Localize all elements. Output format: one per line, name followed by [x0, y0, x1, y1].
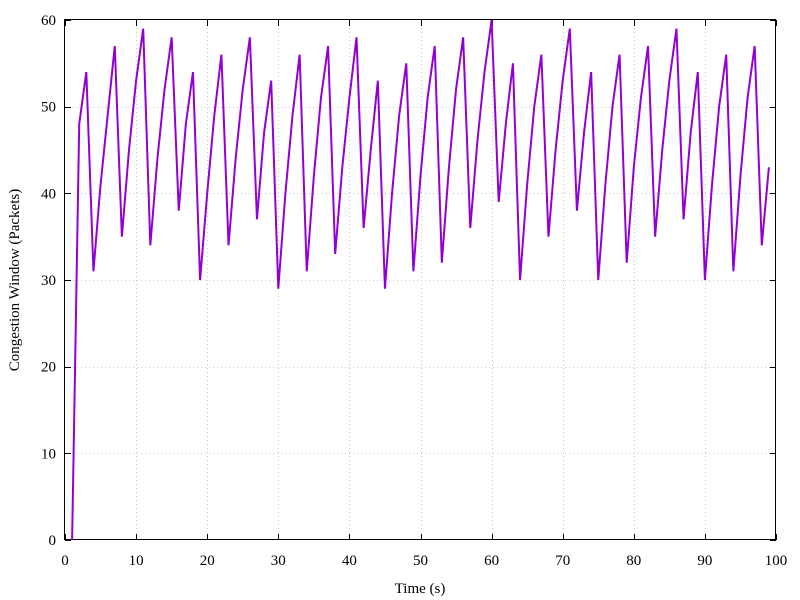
x-tick-label: 30 — [271, 553, 286, 569]
y-tick-label: 30 — [41, 273, 56, 289]
x-axis: 0 10 20 30 40 50 60 70 80 90 100 — [61, 20, 787, 569]
series-layer — [71, 19, 770, 541]
y-tick-label: 40 — [41, 186, 56, 202]
series-line-0 — [71, 19, 770, 541]
grid — [65, 20, 776, 540]
y-tick-label: 10 — [41, 446, 56, 462]
x-tick-label: 50 — [413, 553, 428, 569]
y-axis-label: Congestion Window (Packets) — [7, 189, 23, 371]
x-tick-label: 100 — [765, 553, 788, 569]
x-tick-label: 70 — [555, 553, 570, 569]
x-tick-label: 80 — [626, 553, 641, 569]
x-axis-label: Time (s) — [395, 581, 446, 597]
plot-frame — [64, 19, 776, 540]
y-tick-label: 60 — [41, 13, 56, 29]
y-tick-label: 50 — [41, 100, 56, 116]
x-tick-label: 0 — [61, 553, 69, 569]
x-tick-label: 60 — [484, 553, 499, 569]
x-tick-label: 10 — [129, 553, 144, 569]
x-tick-label: 90 — [697, 553, 712, 569]
x-tick-label: 20 — [200, 553, 215, 569]
x-tick-label: 40 — [342, 553, 357, 569]
y-tick-label: 0 — [49, 533, 57, 549]
y-axis: 0 10 20 30 40 50 60 — [41, 13, 776, 549]
y-tick-label: 20 — [41, 360, 56, 376]
